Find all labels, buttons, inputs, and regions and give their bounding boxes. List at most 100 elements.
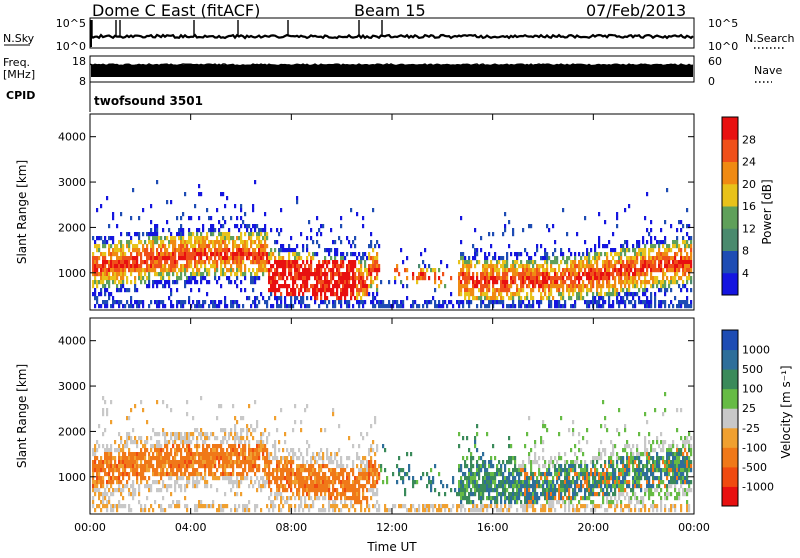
power-cell [556,280,558,284]
power-cell [472,276,474,280]
velocity-cell [132,492,134,496]
power-cell [514,276,516,280]
velocity-cell [254,504,256,508]
power-cell [484,296,486,300]
velocity-cell [234,428,236,432]
velocity-cell [412,484,414,488]
power-cell [680,260,682,264]
velocity-cell [392,504,394,508]
velocity-cell [366,488,368,492]
power-cell [612,272,614,276]
velocity-cell [334,452,336,456]
power-cell [156,240,158,244]
velocity-cell [252,452,254,456]
power-cell [578,268,580,272]
velocity-cell [480,496,482,500]
power-cell [590,272,592,276]
power-cell [284,268,286,272]
power-cell [434,280,436,284]
velocity-cell [274,456,276,460]
velocity-cell [336,504,338,508]
velocity-cell [448,508,450,512]
velocity-cell [204,476,206,480]
power-cell [688,304,690,308]
power-cell [648,260,650,264]
power-cell [362,224,364,228]
velocity-cell [92,448,94,452]
power-cell [342,292,344,296]
power-cell [648,264,650,268]
velocity-cell [100,476,102,480]
power-cell [118,240,120,244]
power-cell [458,284,460,288]
velocity-cell [100,484,102,488]
velocity-cell [474,492,476,496]
power-cell [148,284,150,288]
freq-tick-bottom-left: 8 [79,75,86,88]
power-cell [240,268,242,272]
power-cell [324,296,326,300]
velocity-cell [216,444,218,448]
power-cell [174,236,176,240]
power-cell [690,264,692,268]
power-cell [194,252,196,256]
power-cell [562,276,564,280]
power-cell [116,272,118,276]
velocity-cell [372,488,374,492]
velocity-cell [138,456,140,460]
velocity-cell [270,452,272,456]
power-cell [342,256,344,260]
power-cell [552,224,554,228]
velocity-cell [254,472,256,476]
power-cell [426,300,428,304]
velocity-cell [324,428,326,432]
velocity-cell [184,496,186,500]
power-cell [224,296,226,300]
power-cell [686,300,688,304]
power-cell [92,236,94,240]
power-cell [396,264,398,268]
velocity-cell [212,464,214,468]
power-cell [624,252,626,256]
power-cell [530,268,532,272]
velocity-cell [440,508,442,512]
power-cell [542,296,544,300]
power-cell [138,236,140,240]
velocity-cell [488,460,490,464]
power-cell [494,276,496,280]
power-cell [280,292,282,296]
power-cell [254,224,256,228]
power-cell [152,236,154,240]
velocity-cell [98,480,100,484]
power-cell [202,276,204,280]
velocity-cell [418,504,420,508]
velocity-cell [124,468,126,472]
velocity-cell [148,508,150,512]
power-cell [256,296,258,300]
velocity-cell [110,444,112,448]
velocity-cell [106,448,108,452]
power-cell [628,264,630,268]
power-cell [296,272,298,276]
power-cell [108,272,110,276]
velocity-cell [146,496,148,500]
velocity-cell [476,468,478,472]
power-cell [166,200,168,204]
power-cell [286,288,288,292]
velocity-cell [504,500,506,504]
power-cell [348,300,350,304]
power-cell [186,244,188,248]
power-cell [362,272,364,276]
power-cell [356,300,358,304]
velocity-cell [384,504,386,508]
power-cell [580,264,582,268]
velocity-cell [236,420,238,424]
power-cell [182,244,184,248]
power-cell [682,268,684,272]
power-cell [684,240,686,244]
velocity-cell [228,432,230,436]
power-cell [130,236,132,240]
power-cell [352,276,354,280]
power-cell [642,272,644,276]
power-cell [498,292,500,296]
